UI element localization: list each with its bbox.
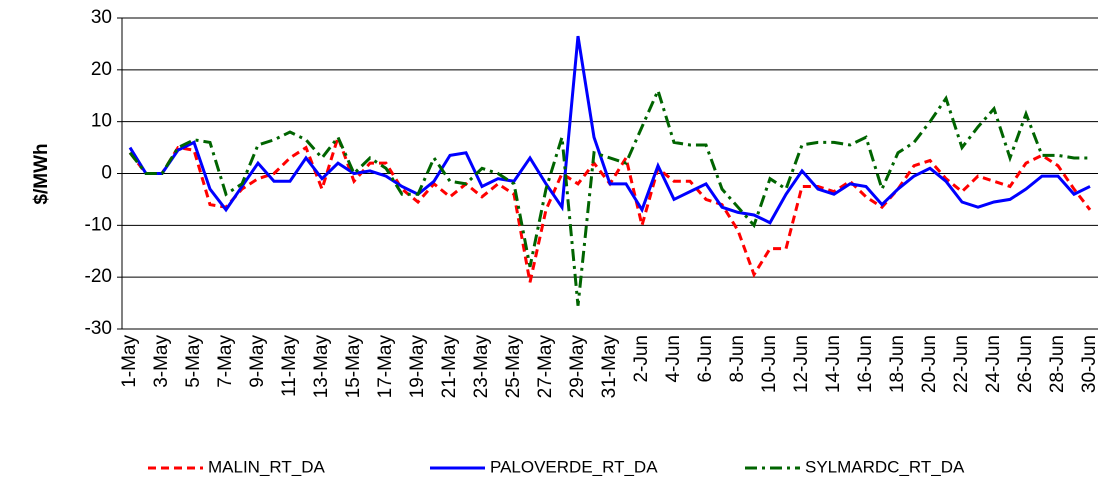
x-tick-label: 24-Jun bbox=[983, 335, 1004, 393]
x-tick-label: 5-May bbox=[183, 335, 204, 388]
x-tick-label: 19-May bbox=[407, 335, 428, 399]
x-tick-label: 6-Jun bbox=[695, 335, 716, 383]
x-tick-label: 17-May bbox=[375, 335, 396, 399]
legend-label: MALIN_RT_DA bbox=[208, 457, 325, 476]
y-tick-label: 20 bbox=[91, 59, 112, 80]
y-tick-label: -20 bbox=[85, 266, 112, 287]
x-tick-label: 31-May bbox=[599, 335, 620, 399]
x-tick-label: 30-Jun bbox=[1079, 335, 1100, 393]
x-tick-label: 3-May bbox=[151, 335, 172, 388]
y-tick-label: 0 bbox=[101, 163, 112, 184]
x-tick-label: 10-Jun bbox=[759, 335, 780, 393]
y-tick-label: 30 bbox=[91, 7, 112, 28]
x-tick-label: 12-Jun bbox=[791, 335, 812, 393]
y-tick-label: 10 bbox=[91, 111, 112, 132]
x-tick-label: 11-May bbox=[279, 335, 300, 397]
x-tick-label: 16-Jun bbox=[855, 335, 876, 393]
y-axis-label: $/MWh bbox=[31, 143, 52, 204]
x-tick-label: 8-Jun bbox=[727, 335, 748, 383]
x-tick-label: 29-May bbox=[567, 335, 588, 399]
x-tick-label: 18-Jun bbox=[887, 335, 908, 393]
x-tick-label: 15-May bbox=[343, 335, 364, 399]
x-tick-label: 28-Jun bbox=[1047, 335, 1068, 393]
legend-label: PALOVERDE_RT_DA bbox=[490, 457, 658, 476]
x-tick-label: 22-Jun bbox=[951, 335, 972, 393]
x-tick-label: 26-Jun bbox=[1015, 335, 1036, 393]
series-line bbox=[128, 35, 1091, 225]
x-tick-label: 27-May bbox=[535, 335, 556, 399]
series-line bbox=[128, 86, 1090, 306]
y-tick-label: -30 bbox=[85, 318, 112, 339]
x-tick-label: 7-May bbox=[215, 335, 236, 388]
x-tick-label: 21-May bbox=[439, 335, 460, 399]
legend-label: SYLMARDC_RT_DA bbox=[805, 457, 965, 476]
x-tick-label: 14-Jun bbox=[823, 335, 844, 393]
x-tick-label: 13-May bbox=[311, 335, 332, 399]
x-tick-label: 9-May bbox=[247, 335, 268, 388]
x-tick-label: 20-Jun bbox=[919, 335, 940, 393]
x-tick-label: 1-May bbox=[119, 335, 140, 388]
x-tick-label: 4-Jun bbox=[663, 335, 684, 383]
x-tick-label: 23-May bbox=[471, 335, 492, 399]
x-tick-label: 25-May bbox=[503, 335, 524, 399]
x-tick-label: 2-Jun bbox=[631, 335, 652, 383]
y-tick-label: -10 bbox=[85, 214, 112, 235]
